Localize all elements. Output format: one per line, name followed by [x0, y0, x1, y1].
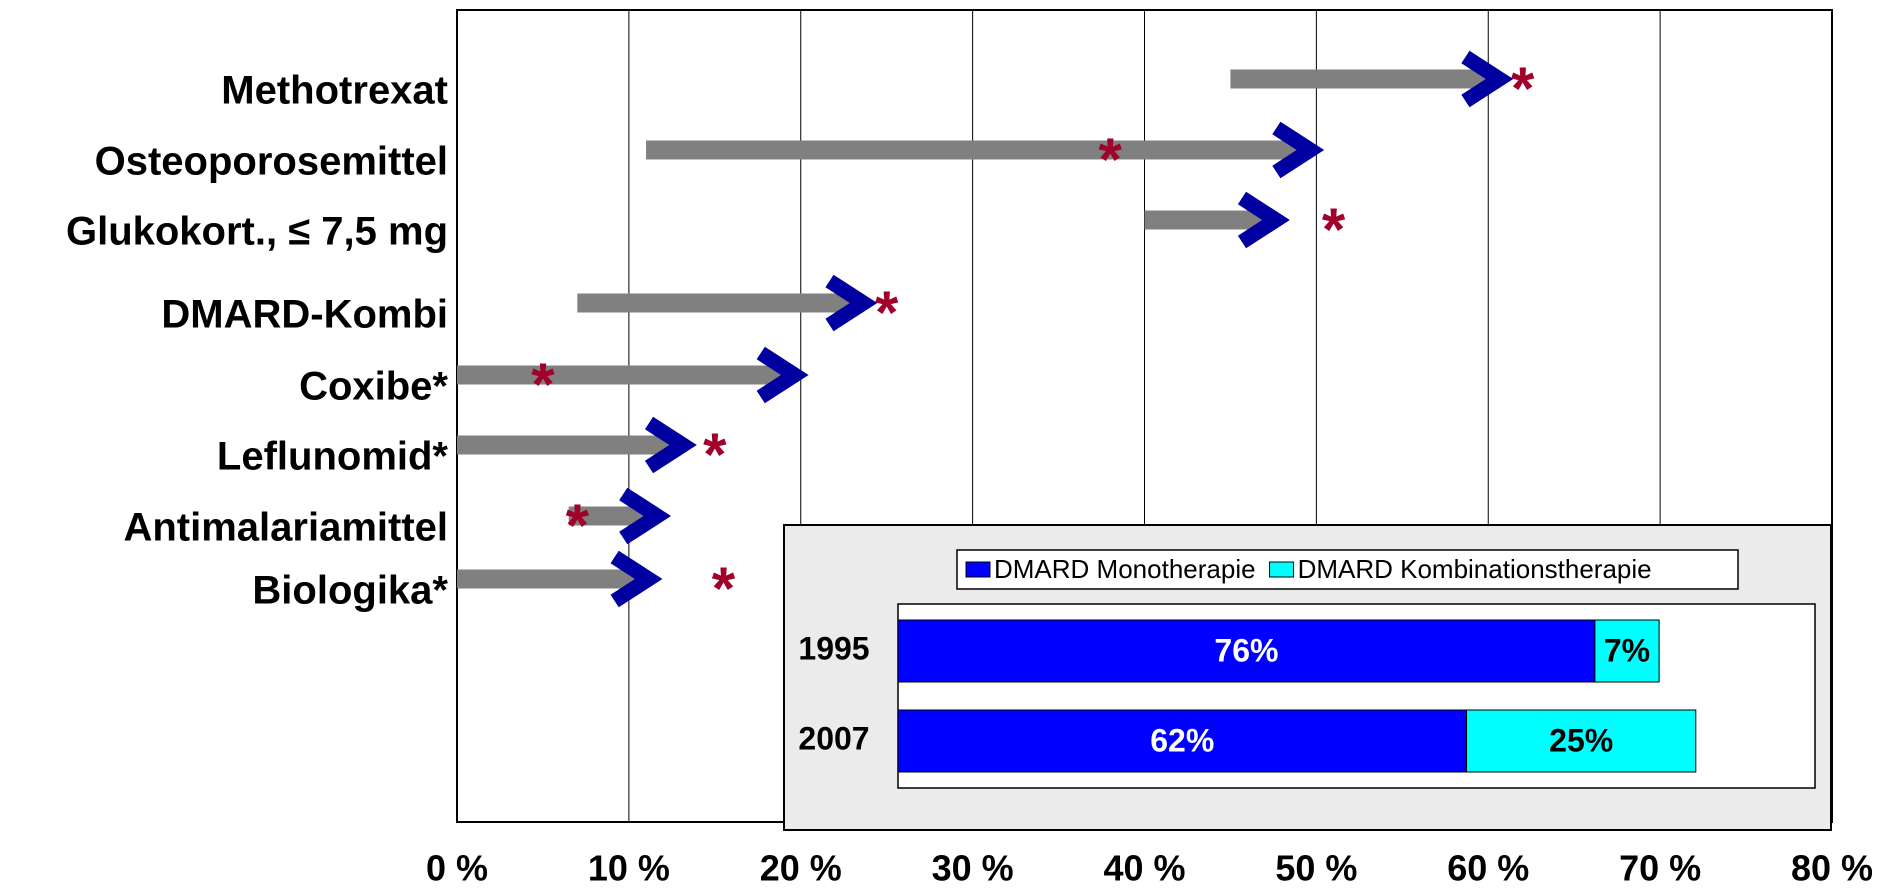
bar	[897, 619, 1596, 683]
legend-box	[956, 549, 1739, 590]
arrow-head	[644, 416, 697, 474]
asterisk: *	[703, 421, 727, 488]
legend-swatch	[1269, 561, 1295, 578]
category-label: Biologika*	[252, 569, 448, 613]
value-label: 62%	[1150, 722, 1214, 758]
bar	[1466, 709, 1697, 773]
x-tick-label: 0 %	[426, 848, 488, 889]
arrow-head	[756, 346, 809, 404]
category-label: Leflunomid*	[217, 435, 449, 479]
category-label: Antimalariamittel	[123, 506, 448, 550]
arrow-head	[610, 550, 663, 608]
value-label: 76%	[1214, 632, 1278, 668]
x-tick-label: 60 %	[1447, 848, 1529, 889]
arrow-head	[619, 487, 672, 545]
arrow-head	[1237, 191, 1290, 249]
asterisk: *	[1322, 196, 1346, 263]
x-tick-label: 50 %	[1275, 848, 1357, 889]
category-label: 2007	[798, 720, 869, 756]
arrow-head	[1272, 121, 1325, 179]
legend-label: DMARD Monotherapie	[994, 554, 1256, 584]
asterisk: *	[875, 279, 899, 346]
asterisk: *	[712, 555, 736, 622]
x-tick-label: 30 %	[932, 848, 1014, 889]
legend-swatch	[965, 561, 991, 578]
asterisk: *	[531, 351, 555, 418]
bar	[1594, 619, 1660, 683]
legend-label: DMARD Kombinationstherapie	[1298, 554, 1652, 584]
x-tick-label: 80 %	[1791, 848, 1873, 889]
category-label: Coxibe*	[299, 365, 448, 409]
value-label: 7%	[1604, 632, 1650, 668]
arrow-head	[825, 274, 878, 332]
x-tick-label: 10 %	[588, 848, 670, 889]
category-label: Methotrexat	[221, 69, 448, 113]
asterisk: *	[566, 492, 590, 559]
value-label: 25%	[1549, 722, 1613, 758]
arrow-head	[1461, 50, 1514, 108]
bar	[897, 709, 1468, 773]
category-label: 1995	[798, 630, 869, 666]
category-label: DMARD-Kombi	[161, 293, 448, 337]
category-label: Glukokort., ≤ 7,5 mg	[66, 210, 448, 254]
x-tick-label: 20 %	[760, 848, 842, 889]
asterisk: *	[1098, 126, 1122, 193]
asterisk: *	[1511, 55, 1535, 122]
category-label: Osteoporosemittel	[95, 140, 448, 184]
x-tick-label: 40 %	[1103, 848, 1185, 889]
x-tick-label: 70 %	[1619, 848, 1701, 889]
